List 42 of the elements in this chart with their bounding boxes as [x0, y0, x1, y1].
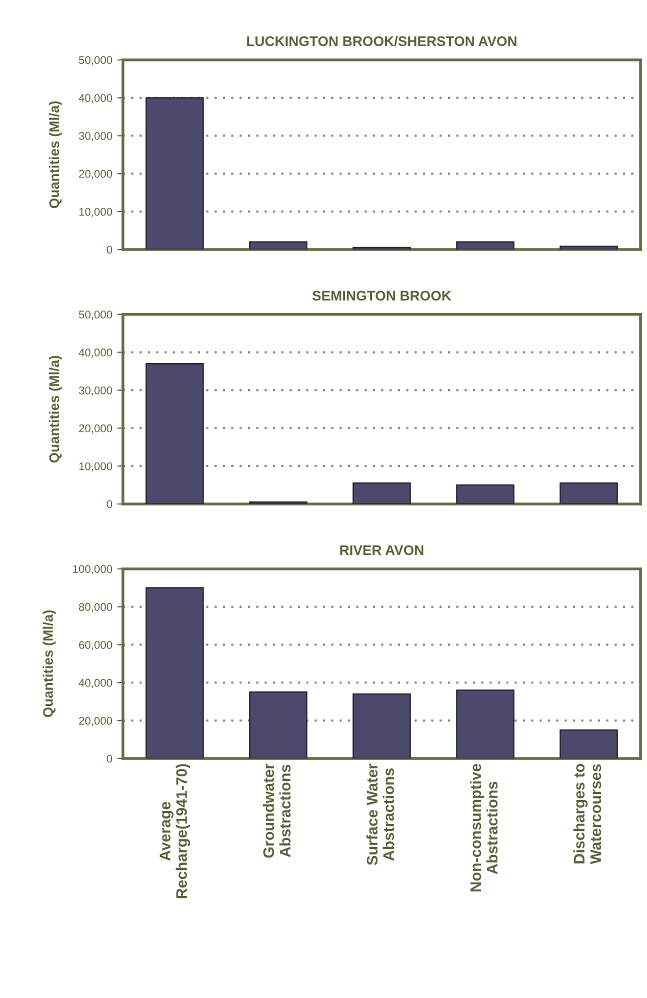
x-tick-label: Groundwater Abstractions: [262, 764, 291, 858]
y-tick-label: 0: [106, 500, 112, 508]
y-tick-label: 40,000: [78, 678, 112, 688]
bar: [249, 691, 308, 758]
y-tick-label: 80,000: [79, 603, 112, 612]
y-tick-label: 0: [106, 754, 112, 763]
bar: [352, 482, 411, 504]
y-tick-label: 40,000: [78, 348, 112, 358]
y-tick-label: 40,000: [78, 94, 112, 104]
bar: [146, 362, 204, 504]
y-axis-title: Quantities (Ml/a): [48, 101, 62, 208]
bar: [560, 482, 618, 504]
y-axis-title: Quantities (Ml/a): [42, 610, 56, 718]
bar: [560, 246, 618, 250]
chart-title: LUCKINGTON BROOK/SHERSTON AVON: [247, 36, 516, 46]
y-tick-label: 20,000: [79, 170, 112, 180]
chart-title: SEMINGTON BROOK: [312, 290, 452, 301]
bar: [146, 587, 204, 758]
y-tick-label: 50,000: [78, 56, 112, 66]
bar: [560, 729, 618, 758]
x-tick-label: Non-consumptive Abstractions: [470, 764, 498, 892]
bar: [352, 693, 411, 758]
bar: [456, 484, 514, 504]
y-tick-label: 30,000: [78, 386, 112, 396]
x-tick-label: Average Recharge(1941-70): [160, 764, 190, 898]
y-tick-label: 20,000: [79, 424, 112, 434]
y-axis-title: Quantities (Ml/a): [48, 356, 62, 463]
bar: [146, 97, 204, 250]
y-tick-label: 10,000: [79, 462, 112, 472]
x-tick-label: Surface Water Abstractions: [366, 764, 394, 866]
y-tick-label: 0: [106, 246, 112, 254]
bar: [456, 241, 514, 250]
chart-title: RIVER AVON: [340, 545, 424, 556]
y-tick-label: 30,000: [78, 132, 112, 142]
y-tick-label: 10,000: [79, 208, 112, 218]
x-tick-label: Discharges to Watercourses: [573, 764, 602, 864]
y-tick-label: 20,000: [79, 716, 112, 726]
bar: [456, 690, 514, 758]
y-tick-label: 60,000: [79, 640, 112, 650]
bar: [249, 241, 308, 250]
y-tick-label: 50,000: [78, 310, 112, 320]
y-tick-label: 100,000: [73, 565, 112, 574]
